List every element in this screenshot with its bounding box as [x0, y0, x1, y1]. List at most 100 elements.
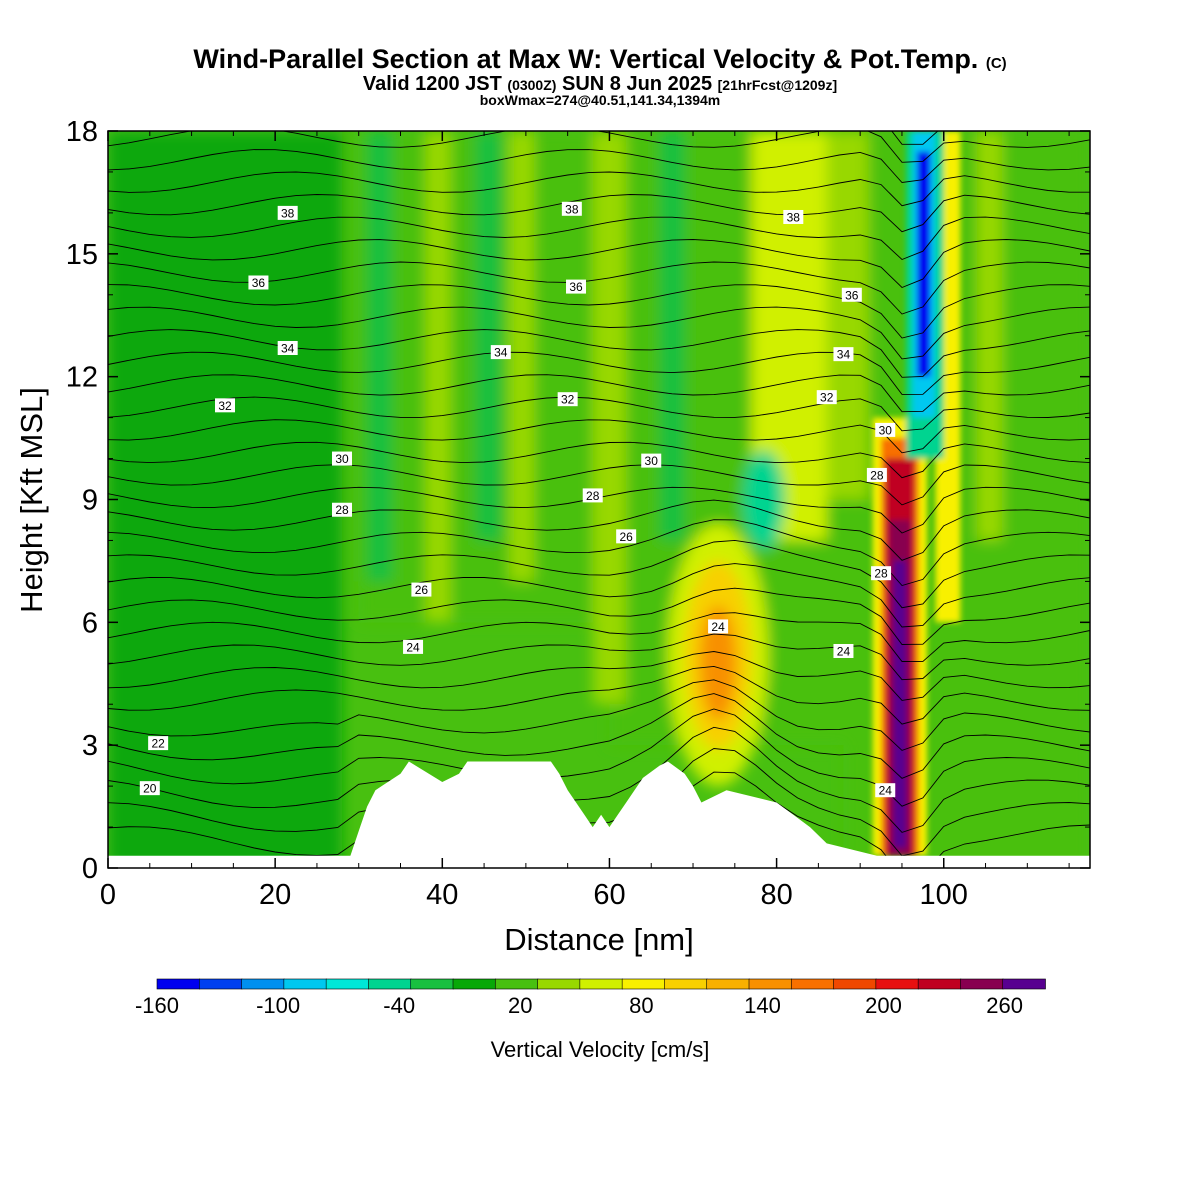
colorbar-label: 200 — [865, 993, 902, 1018]
theta-contour-line — [108, 563, 1090, 628]
theta-contour-line — [108, 612, 1090, 662]
theta-label-box — [875, 422, 896, 437]
theta-label-box — [332, 502, 353, 517]
chart-title: Wind-Parallel Section at Max W: Vertical… — [0, 44, 1200, 75]
theta-contour-line — [108, 464, 1090, 506]
theta-label-box — [566, 279, 587, 294]
theta-label-box — [277, 341, 298, 356]
theta-label-text: 36 — [845, 288, 859, 302]
theta-contour-label: 28 — [332, 502, 353, 517]
terrain-mask — [108, 761, 1090, 868]
theta-contour-line — [108, 171, 1090, 207]
theta-label-box — [332, 451, 353, 466]
colorbar-label: 80 — [629, 993, 653, 1018]
theta-contour-label: 30 — [641, 453, 662, 468]
theta-label-box — [139, 781, 160, 796]
colorbar-label: 20 — [508, 993, 532, 1018]
theta-contour-line — [108, 519, 1090, 587]
colorbar-label: -100 — [256, 993, 300, 1018]
theta-label-box — [816, 390, 837, 405]
field-region — [108, 131, 343, 868]
theta-label-text: 32 — [820, 391, 834, 405]
y-tick-label: 6 — [82, 607, 98, 639]
theta-label-text: 36 — [252, 276, 266, 290]
theta-contour-line — [108, 194, 1090, 233]
theta-label-text: 30 — [879, 423, 893, 437]
theta-contour-label: 22 — [148, 736, 169, 751]
theta-contour-line — [108, 374, 1090, 413]
theta-label-text: 28 — [870, 468, 884, 482]
colorbar-swatch — [833, 978, 877, 990]
x-tick-label: 100 — [920, 879, 968, 911]
theta-label-box — [277, 205, 298, 220]
theta-label-text: 34 — [494, 346, 508, 360]
theta-contour-line — [108, 396, 1090, 432]
theta-contour-label: 34 — [490, 345, 511, 360]
theta-contour-label: 26 — [616, 529, 637, 544]
theta-contour-label: 36 — [566, 279, 587, 294]
field-band — [592, 131, 627, 705]
colorbar-swatch — [790, 978, 835, 990]
colorbar: -160 -100 -40 20 80 140 200 260 — [135, 978, 1046, 1018]
field-band — [659, 131, 685, 541]
updraft-core — [893, 560, 907, 848]
theta-contour-line — [108, 149, 1090, 183]
theta-label-text: 32 — [218, 399, 232, 413]
downdraft-core — [917, 151, 931, 377]
theta-contour-line — [108, 216, 1090, 261]
theta-contour-line — [108, 708, 1090, 807]
theta-contour-label: 28 — [582, 488, 603, 503]
theta-label-text: 34 — [837, 348, 851, 362]
theta-contour-line — [108, 261, 1090, 315]
theta-contour-line — [108, 539, 1090, 609]
theta-label-text: 24 — [711, 620, 725, 634]
terrain — [108, 761, 1090, 868]
theta-contour-line — [108, 679, 1090, 751]
colorbar-swatch — [452, 978, 497, 990]
valid-prefix: Valid 1200 JST — [362, 73, 502, 95]
theta-contour-line — [108, 306, 1090, 360]
theta-contour-label: 34 — [277, 341, 298, 356]
theta-contour-label: 32 — [215, 398, 236, 413]
theta-contour-label: 24 — [875, 783, 896, 798]
theta-contour-label: 24 — [403, 639, 424, 654]
theta-label-box — [148, 736, 169, 751]
theta-label-box — [582, 488, 603, 503]
theta-label-box — [411, 582, 432, 597]
valid-z: (0300Z) — [507, 77, 557, 93]
theta-contour-label: 32 — [557, 392, 578, 407]
theta-label-text: 28 — [335, 503, 349, 517]
colorbar-swatch — [621, 978, 666, 990]
theta-label-box — [403, 639, 424, 654]
theta-label-text: 20 — [143, 782, 157, 796]
theta-contour-label: 38 — [783, 209, 804, 224]
colorbar-swatch — [368, 978, 412, 990]
theta-label-text: 38 — [787, 210, 801, 224]
colorbar-label: 260 — [986, 993, 1023, 1018]
colorbar-swatch — [283, 978, 327, 990]
theta-label-box — [866, 467, 887, 482]
theta-label-text: 28 — [586, 489, 600, 503]
y-tick-label: 0 — [82, 853, 98, 885]
theta-contour-label: 32 — [816, 390, 837, 405]
theta-contour-label: 20 — [139, 781, 160, 796]
x-axis-title: Distance [nm] — [504, 922, 694, 957]
colorbar-swatch — [960, 978, 1004, 990]
theta-contour-label: 38 — [561, 201, 582, 216]
colorbar-swatch — [537, 978, 581, 990]
colorbar-label: -160 — [135, 993, 179, 1018]
theta-label-text: 24 — [837, 644, 851, 658]
valid-fcst: [21hrFcst@1209z] — [717, 77, 838, 93]
field-band — [425, 131, 451, 623]
theta-label-box — [841, 287, 862, 302]
theta-label-box — [833, 347, 854, 362]
colorbar-swatch — [325, 978, 370, 990]
colorbar-swatch — [494, 978, 539, 990]
theta-contour-label: 28 — [866, 467, 887, 482]
theta-label-box — [641, 453, 662, 468]
chart-subtitle-valid: Valid 1200 JST (0300Z) SUN 8 Jun 2025 [2… — [0, 73, 1200, 96]
theta-contour-line — [891, 131, 939, 145]
theta-contour-labels: 20 22 24 24 24 24 26 26 28 28 28 28 30 30 30 32 32 32 34 34… — [139, 201, 896, 798]
